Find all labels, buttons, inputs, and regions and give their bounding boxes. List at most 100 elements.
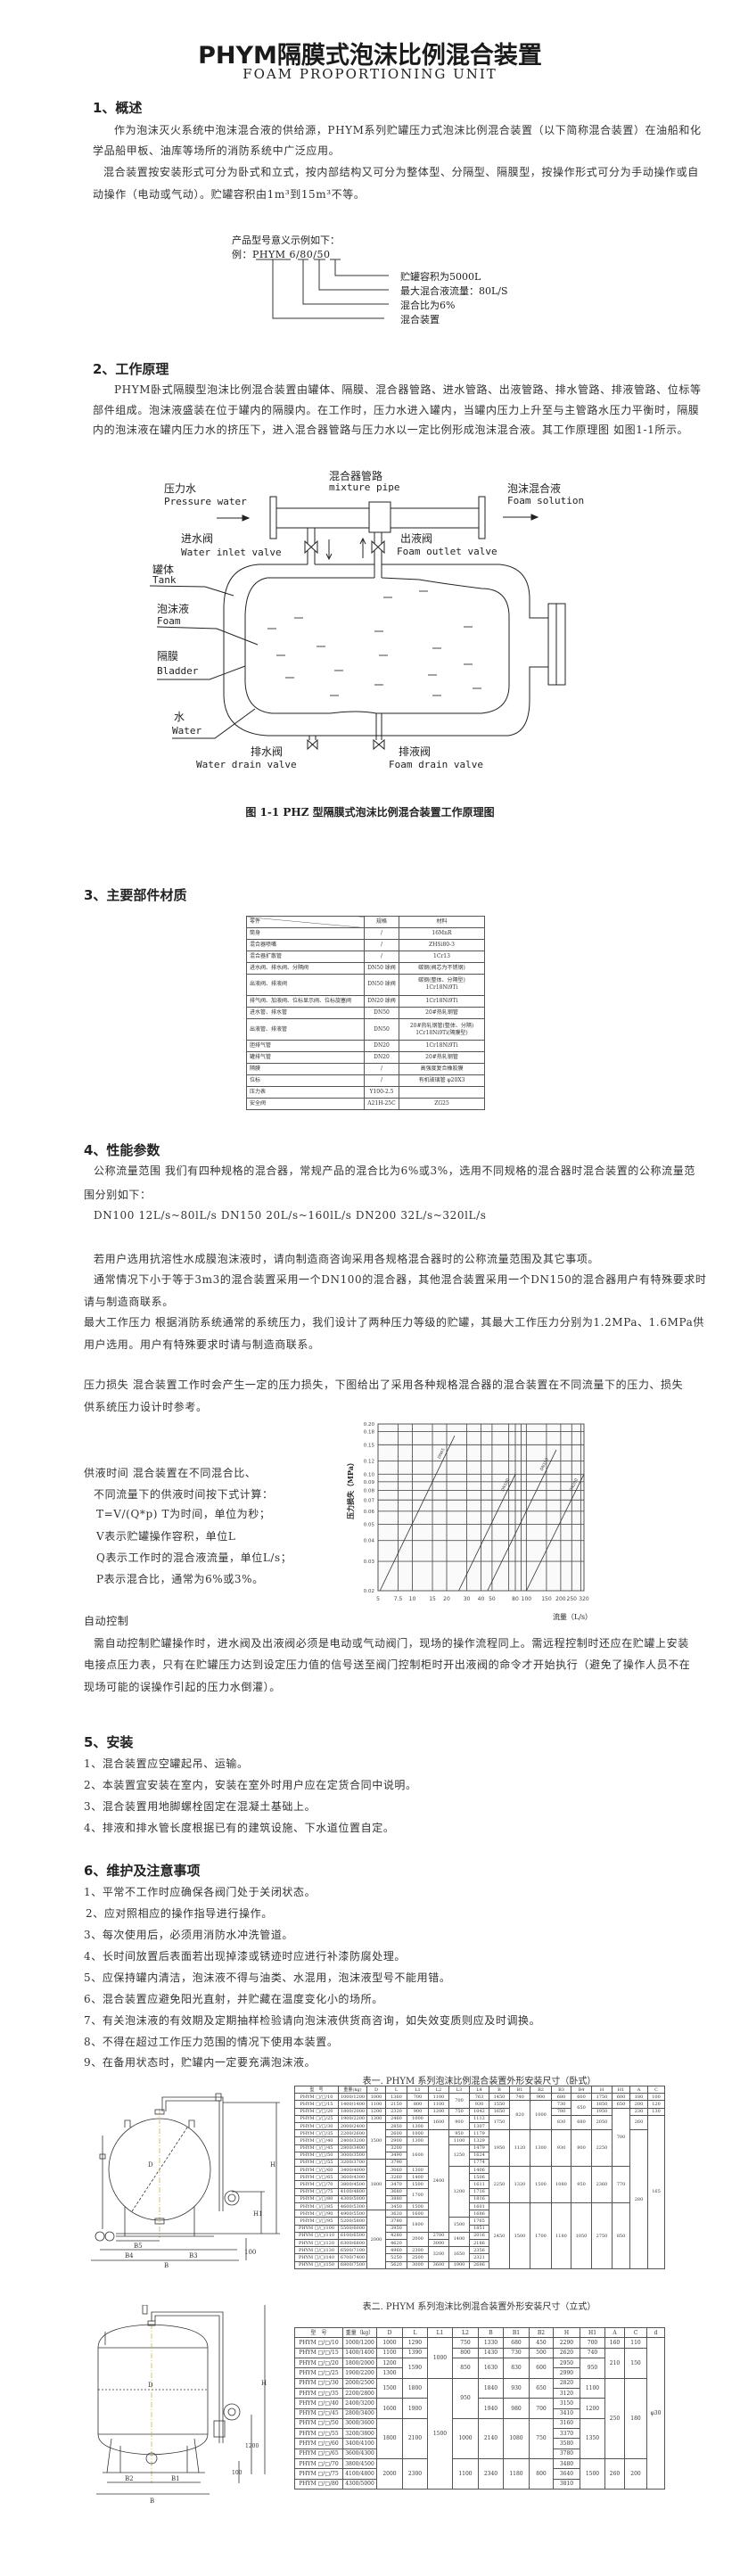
table-cell: 2360 [591,2166,613,2203]
paragraph-line: 用户选用。用户有特殊要求时请与制造商联系。 [84,1338,320,1351]
table-cell: 1430 [478,2347,504,2358]
table-cell: 2200/2800 [342,2387,377,2399]
table-row: 混合器扩散管/1Cr13 [246,950,485,963]
table-cell: 混合器喷嘴 [246,938,365,951]
paragraph-line: 供系统压力设计时参考。 [84,1401,208,1413]
table-cell: DN50 球阀 [364,973,399,997]
list-item: 8、不得在超过工作压力范围的情况下使用本装置。 [84,2036,339,2048]
column-header: L1 [427,2326,453,2339]
label-foam-cn: 泡沫液 [157,603,190,615]
table-cell: 1300 [376,2367,403,2379]
column-header: 零件 [246,916,365,928]
table-cell: 安全阀 [246,1097,365,1111]
table-cell: 3490 [385,2151,407,2160]
table-cell: 4960 [385,2246,407,2255]
table-cell: PHYM □/□/70 [294,2458,343,2470]
table-cell: 2050 [591,2114,613,2131]
label-bladder-en: Bladder [157,665,199,677]
paragraph-line: 学品船甲板、油库等场所的消防系统中广泛应用。 [93,144,341,157]
code-separator: / [313,249,317,260]
table-cell: / [364,938,399,951]
table-cell: DN20 球阀 [364,995,399,1008]
column-header: d [646,2326,665,2339]
section-heading-performance: 4、性能参数 [84,1142,160,1158]
table-cell: 4280 [385,2231,407,2240]
label-mixture-pipe-en: mixture pipe [329,481,400,493]
table-cell: PHYM □/□/110 [294,2231,339,2240]
table-cell: 700 [580,2337,605,2349]
table-cell: 1100 [428,2093,449,2102]
table-cell: 800 [529,2458,554,2490]
paragraph-line: 请与制造商联系。 [84,1296,174,1308]
table-cell: PHYM □/□/130 [294,2246,339,2255]
section-heading-materials: 3、主要部件材质 [84,887,187,903]
table-cell: 1900/2200 [338,2114,367,2123]
table-cell: 3470 [385,2180,407,2189]
table-cell: 1800 [407,2217,429,2233]
table-cell: 1500 [407,2202,429,2211]
table-row: PHYM □/□/85 4600/5300 3450 1500 1601 2450 1500… [294,2202,665,2269]
table-cell: 16MnR [399,926,485,940]
table-cell: 1300 [407,2166,429,2175]
table-cell: 165 [647,2114,665,2270]
table-cell: 6800/7500 [338,2260,367,2269]
table-cell: 1179 [469,2129,489,2138]
dim-H: H [261,2380,267,2387]
table-cell: 2320 [385,2107,407,2116]
table-cell: 2450 [489,2202,510,2269]
column-header: L3 [448,2085,470,2095]
table-cell: 600 [571,2093,592,2102]
code-part: 80 [300,249,314,260]
table-cell: PHYM □/□/45 [294,2407,343,2419]
y-tick-label: 0.08 [364,1488,375,1494]
table-cell: 1250 [448,2144,470,2168]
table-row: PHYM □/□/30 2000/2500 1500 1800 1500 950 1840 9… [294,2377,665,2490]
table-row: 胆排气管 DN20 1Cr18Ni9Ti [246,1040,485,1053]
table-row: 筒身/16MnR [246,926,485,940]
section-heading-maintenance: 6、维护及注意事项 [84,1863,201,1879]
dim-B2: B2 [125,2475,134,2482]
meaning-volume: 贮罐容积为5000L [400,271,481,283]
table-cell: 2000 [407,2231,429,2248]
table-cell: 1624 [469,2151,489,2160]
table-cell: 20#热轧钢管 [399,1006,485,1019]
table-cell: PHYM □/□/25 [294,2367,343,2379]
table-cell: 1200 [580,2398,605,2419]
table-cell: 3000 [428,2238,449,2248]
table-row: PHYM □/□/75 4100/4800 3640 [294,2468,665,2480]
table-cell: PHYM □/□/60 [294,2166,339,2175]
supply-line: 供液时间 混合装置在不同混合比、 [84,1467,257,1479]
table-cell: 150 [624,2347,647,2379]
table-cell: 1360 [385,2093,407,2102]
column-header: 型 号 [294,2085,339,2095]
table-cell [399,1085,485,1099]
table-cell: 20#热轧钢管 [399,1051,485,1065]
table-cell: 930 [503,2377,530,2399]
table2-title: 表二. PHYM 系列泡沫比例混合装置外形安装尺寸（立式） [362,2302,596,2312]
table-cell: 1800/2000 [342,2357,377,2369]
table-cell: 3680 [385,2187,407,2196]
y-tick-label: 0.10 [364,1472,375,1477]
y-tick-label: 0.06 [364,1510,375,1515]
table-cell: 2356 [469,2246,489,2255]
code-part: PHYM [252,249,286,260]
table-cell: 1590 [402,2357,428,2379]
list-item: 2、应对照相应的操作指导进行操作。 [86,1907,273,1920]
figure-caption: 图 1-1 PHZ 型隔膜式泡沫比例混合装置工作原理图 [245,806,495,819]
table-cell: 2140 [478,2417,504,2460]
table-cell: 950 [571,2166,592,2203]
column-header: 重量(kg) [338,2085,367,2095]
x-tick-label: 250 [567,1596,578,1602]
left-flange [269,496,277,539]
table-cell: 2500 [407,2253,429,2262]
table-cell: 1050 [571,2202,592,2269]
table-cell: 1000 [407,2129,429,2138]
table-cell: 3000/3600 [342,2417,377,2430]
x-axis-label: 流量（L/s） [553,1612,592,1621]
table-cell: PHYM □/□/65 [294,2448,343,2460]
page-subtitle: FOAM PROPORTIONING UNIT [243,66,497,82]
table-cell: 3620 [385,2210,407,2218]
section-heading-principle: 2、工作原理 [93,361,169,377]
table-cell: PHYM □/□/75 [294,2187,339,2196]
table-cell: PHYM □/□/80 [294,2194,339,2204]
